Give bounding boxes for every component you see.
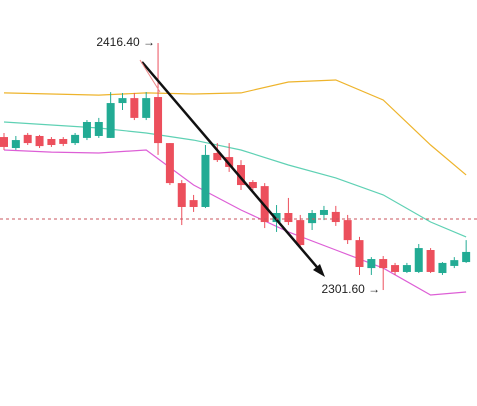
candle-body bbox=[272, 213, 281, 223]
candle-body bbox=[71, 134, 80, 144]
bollinger-bands bbox=[3, 79, 467, 296]
candle-body bbox=[331, 211, 340, 223]
candle-body bbox=[11, 140, 20, 149]
candle-body bbox=[154, 97, 163, 144]
candle-body bbox=[142, 98, 151, 118]
candle-body bbox=[308, 213, 317, 224]
candle-body bbox=[414, 248, 423, 272]
candle-body bbox=[130, 98, 139, 118]
candle-body bbox=[248, 182, 257, 189]
candle-body bbox=[201, 154, 210, 207]
candle-body bbox=[402, 265, 411, 272]
candle-body bbox=[426, 250, 435, 272]
candle-body bbox=[106, 103, 115, 138]
trend-arrow-line bbox=[141, 61, 323, 274]
high-annotation: 2416.40 → bbox=[96, 35, 155, 49]
candle-body bbox=[379, 259, 388, 269]
candle-body bbox=[319, 209, 328, 215]
candle-body bbox=[118, 98, 127, 104]
candle-body bbox=[213, 152, 222, 161]
candle-body bbox=[284, 213, 293, 223]
band-line bbox=[3, 149, 467, 296]
band-line bbox=[3, 79, 467, 176]
annotation-leader bbox=[139, 59, 161, 93]
candle-body bbox=[177, 183, 186, 207]
candle-body bbox=[237, 165, 245, 186]
candle-body bbox=[296, 220, 305, 246]
candle-body bbox=[343, 220, 352, 241]
candle-body bbox=[225, 157, 234, 167]
candle-body bbox=[23, 134, 32, 144]
candle-body bbox=[355, 240, 364, 268]
candle-body bbox=[189, 200, 198, 207]
candle-body bbox=[438, 262, 447, 274]
candle-body bbox=[47, 138, 56, 146]
candles bbox=[0, 43, 471, 291]
trend-arrow-head bbox=[313, 264, 325, 277]
candle-body bbox=[82, 121, 91, 138]
candle-body bbox=[462, 251, 471, 263]
candle-body bbox=[391, 265, 400, 272]
candle-body bbox=[0, 137, 8, 147]
candle-body bbox=[94, 121, 103, 136]
candle-body bbox=[165, 143, 174, 184]
candle-body bbox=[59, 138, 68, 144]
candle-body bbox=[450, 260, 459, 266]
candle-body bbox=[367, 259, 376, 269]
candle-body bbox=[35, 135, 44, 147]
low-annotation: 2301.60 → bbox=[321, 282, 380, 296]
